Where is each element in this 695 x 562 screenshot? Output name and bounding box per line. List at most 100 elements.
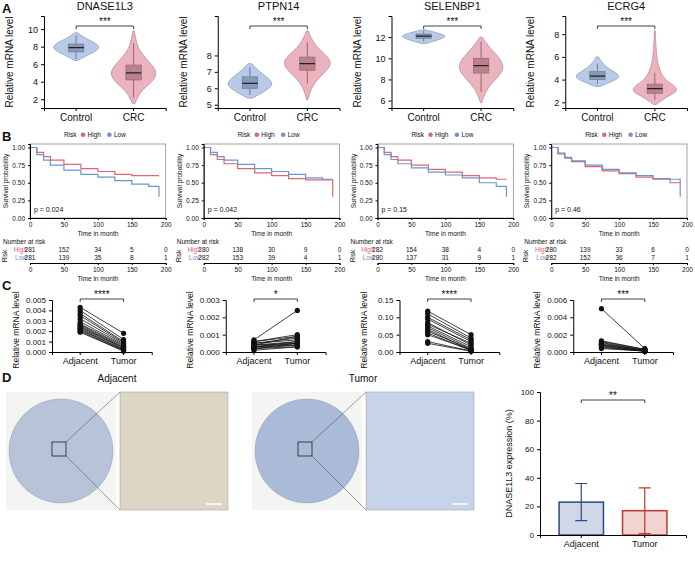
tick: 200 [508,263,519,273]
tick-label: 0 [29,221,33,228]
tick: 100 [93,263,104,273]
at-risk-count: 0 [511,246,515,253]
image-title: Adjacent [98,373,137,384]
pair-line [601,348,644,351]
pair-line [601,344,644,350]
axis: AdjacentTumor [226,352,326,366]
tick-label: 200 [682,266,693,273]
plot-frame [378,144,514,218]
tick: 100 [440,218,451,228]
tick: Adjacent [410,352,446,366]
panel-bar: 020406080100AdjacentTumorDNASE1L3 expres… [504,388,687,549]
image-frame [252,392,362,510]
axis: 681012 [375,17,392,109]
chart-title: DNASE1L3 [77,0,133,12]
axis: 0.000.250.500.751.00 [186,144,204,221]
at-risk-count: 139 [59,254,70,261]
tick: 0.05 [378,331,400,340]
tick-label: 50 [235,221,243,228]
plot-area [78,305,127,354]
tick-label: 0.50 [186,179,199,186]
tick: 0.001 [26,338,52,347]
tick-mark [549,148,551,149]
at-risk-count: 4 [304,254,308,261]
tick-label: 10 [375,54,385,64]
violin [284,31,330,100]
plot-area [204,148,333,197]
at-risk-count: 9 [478,254,482,261]
tick: 5 [207,100,218,110]
axis-line [570,301,574,353]
at-risk-count: 35 [94,254,102,261]
tick-label: 1.00 [360,144,373,151]
tick-mark [28,218,30,219]
tick: 0 [202,263,206,273]
tick: 4 [33,77,44,87]
p-value: p = 0.042 [208,206,237,214]
zoom-connector [312,456,366,510]
legend-label: Low [288,131,300,138]
tick: 200 [682,263,693,273]
whisker [76,35,77,44]
legend-symbol [81,133,86,138]
tick-label: 0.10 [378,313,394,322]
median [647,88,662,89]
sig-label: *** [273,16,285,27]
tick-label: 0.003 [26,317,47,326]
pair-line [601,345,644,351]
panel-paired_dot: 0.000.050.100.15AdjacentTumorRelative mR… [359,289,500,369]
tick-label: CRC [297,112,319,123]
tick: 8 [554,30,565,40]
p-value: p = 0.46 [555,206,581,214]
at-risk-count: 1 [685,254,689,261]
tick-mark [202,183,204,184]
dot [295,308,300,313]
at-risk-count: 281 [25,254,36,261]
tick: 0 [29,218,33,228]
tick-label: 80 [525,417,534,426]
axis-line [389,17,393,109]
legend-symbol [107,133,112,138]
panel-violin: SELENBP1Relative mRNA level681012Control… [352,0,514,123]
table-title: Number at risk [351,238,394,245]
y-axis-title: DNASE1L3 expression (%) [504,409,514,518]
tick: 60 [525,445,540,454]
tick-mark [389,101,392,102]
tick-label: 0.00 [360,215,373,222]
tick: 100 [521,388,540,397]
tick: 50 [61,263,69,273]
tick-mark [297,352,298,355]
median [126,72,141,73]
axis-line [397,301,401,353]
tick-label: 8 [380,75,385,85]
sig-label: *** [620,16,632,27]
tick-label: 10 [28,25,38,35]
tick-mark [28,183,30,184]
legend-title: Risk [411,131,424,138]
legend-label: High [88,131,102,139]
tick: 0.00 [12,215,30,222]
tick-mark [41,64,44,65]
at-risk-count: 38 [442,246,450,253]
axis-line [574,353,674,356]
tick: 8 [33,42,44,52]
tick-mark [562,57,565,58]
tick-label: 0 [550,221,554,228]
legend-label: Low [461,131,473,138]
tick: 0.000 [200,348,226,357]
legend-symbol [602,133,607,138]
tick: 0.00 [378,348,400,357]
tick-label: 0.75 [360,162,373,169]
tick: 50 [235,218,243,228]
tick-label: 100 [521,388,535,397]
median [473,65,488,66]
y-axis-title: Survival probability [2,153,10,208]
tick: 6 [554,52,565,62]
axis-line [202,145,205,219]
tick: 8 [380,75,391,85]
tick: 0.006 [547,296,573,305]
tick-mark [570,317,573,318]
axis: ControlCRC [45,108,167,123]
tick: 100 [267,263,278,273]
legend-symbol [455,133,460,138]
